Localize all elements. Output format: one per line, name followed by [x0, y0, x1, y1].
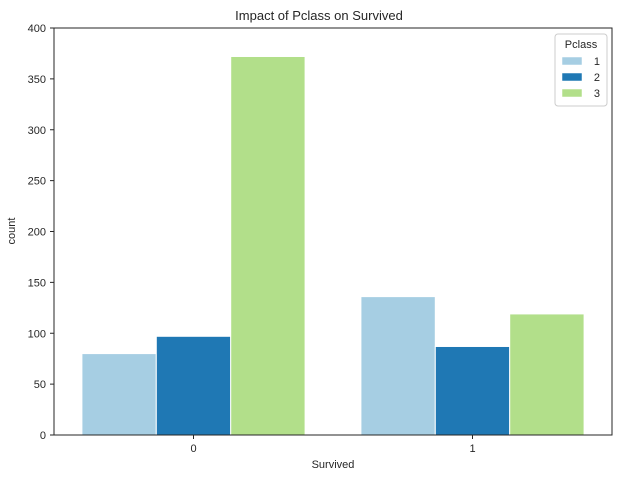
y-tick-label-0: 0 — [40, 430, 46, 442]
x-tick-label-1: 1 — [469, 443, 475, 455]
x-tick-label-0: 0 — [190, 443, 196, 455]
legend-swatch-3 — [561, 88, 583, 98]
legend-title: Pclass — [565, 39, 598, 51]
legend-box — [554, 33, 608, 107]
y-tick-label-300: 300 — [28, 125, 46, 137]
legend-swatch-1 — [561, 56, 583, 66]
bar-survived-0-pclass-3 — [230, 55, 306, 436]
x-axis-label: Survived — [312, 459, 355, 471]
chart-title: Impact of Pclass on Survived — [235, 8, 403, 23]
y-tick-label-100: 100 — [28, 328, 46, 340]
y-tick-label-350: 350 — [28, 74, 46, 86]
bars-layer — [81, 55, 585, 436]
y-tick-label-150: 150 — [28, 277, 46, 289]
legend-swatch-2 — [561, 72, 583, 82]
bar-survived-1-pclass-3 — [509, 313, 585, 436]
plot-frame — [53, 27, 613, 436]
y-tick-label-250: 250 — [28, 176, 46, 188]
legend-label-1: 1 — [594, 56, 600, 68]
bar-survived-1-pclass-1 — [360, 296, 436, 436]
bar-survived-0-pclass-1 — [81, 353, 157, 436]
legend-label-3: 3 — [594, 88, 600, 100]
y-tick-label-200: 200 — [28, 227, 46, 239]
y-tick-label-50: 50 — [34, 379, 46, 391]
bar-survived-0-pclass-2 — [155, 335, 232, 436]
y-axis: 0 50 100 150 200 250 300 350 400 — [28, 23, 54, 442]
legend-items: 1 2 3 — [561, 56, 600, 100]
y-axis-label: count — [6, 218, 18, 245]
bar-survived-1-pclass-2 — [434, 345, 511, 436]
legend-label-2: 2 — [594, 72, 600, 84]
legend: Pclass 1 2 3 — [554, 33, 608, 107]
y-tick-label-400: 400 — [28, 23, 46, 35]
